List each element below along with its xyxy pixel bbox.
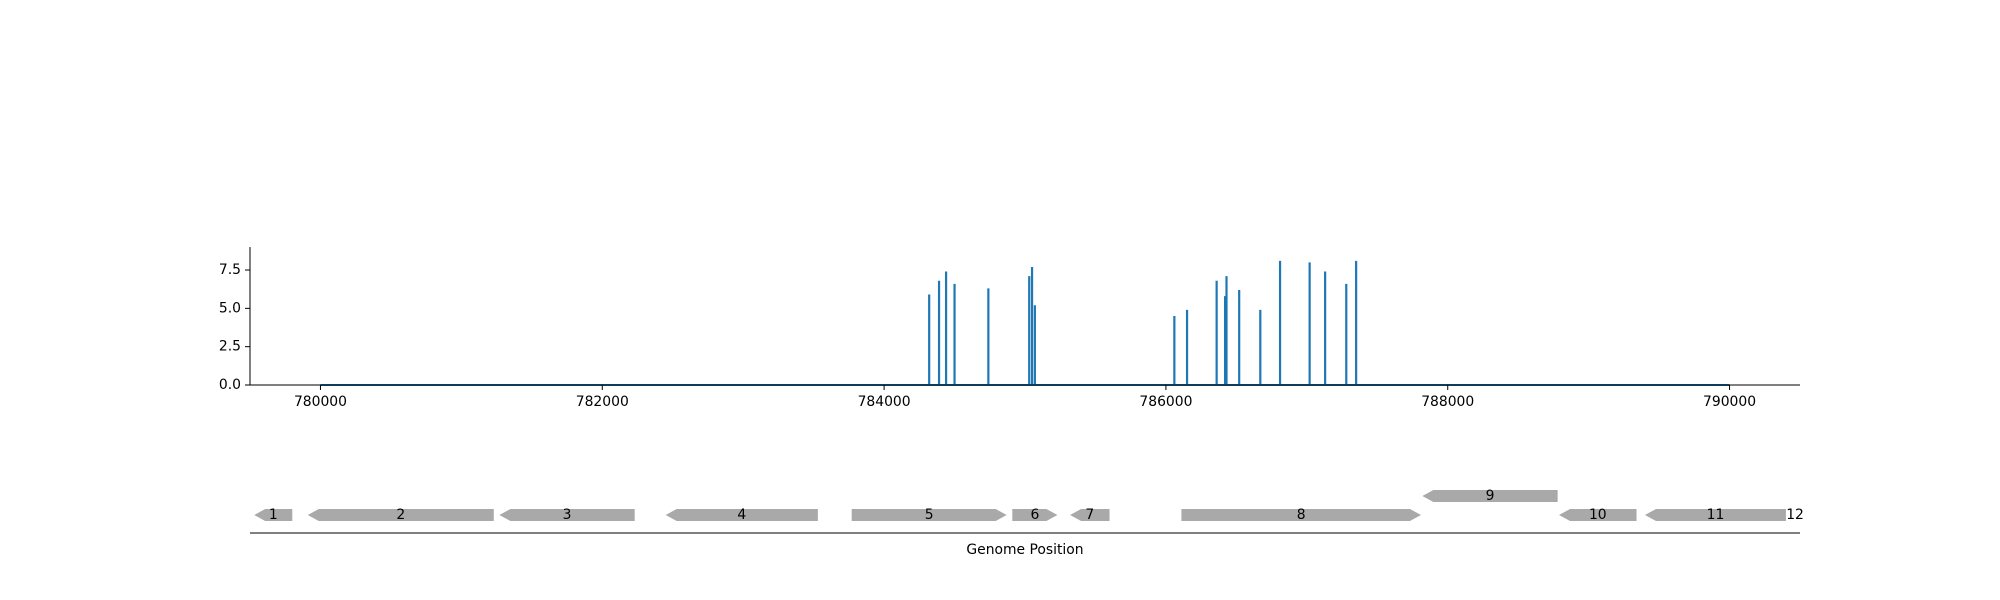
gene-label: 12 [1786, 507, 1804, 523]
gene-arrow [1181, 509, 1421, 521]
x-tick-label: 788000 [1421, 394, 1474, 410]
x-tick-label: 790000 [1703, 394, 1756, 410]
gene-arrow [665, 509, 818, 521]
signal-bars [928, 260, 1358, 385]
x-tick-label: 782000 [576, 394, 629, 410]
y-tick-label: 0.0 [219, 377, 241, 393]
gene-arrow [307, 509, 494, 521]
x-tick-label: 786000 [1139, 394, 1192, 410]
gene-label: 1 [269, 507, 278, 523]
gene-arrow [254, 509, 293, 521]
gene-arrow [499, 509, 635, 521]
gene-arrow [1422, 490, 1558, 502]
gene-axis-title: Genome Position [966, 542, 1083, 558]
x-ticks: 780000 782000 784000 786000 788000 790000 [294, 385, 1756, 410]
gene-label: 7 [1085, 507, 1094, 523]
gene-arrow [1559, 509, 1637, 521]
gene-label: 8 [1297, 507, 1306, 523]
gene-label: 2 [396, 507, 405, 523]
gene-label: 11 [1707, 507, 1725, 523]
y-ticks: 0.0 2.5 5.0 7.5 [219, 262, 250, 393]
gene-label: 9 [1486, 488, 1495, 504]
gene-label: 4 [737, 507, 746, 523]
gene-arrow [1012, 509, 1058, 521]
y-tick-label: 5.0 [219, 300, 241, 316]
gene-arrow [1070, 509, 1110, 521]
y-tick-label: 7.5 [219, 262, 241, 278]
signal-panel: 780000 782000 784000 786000 788000 790000 0.0… [219, 247, 1800, 410]
gene-arrow [1645, 509, 1786, 521]
gene-label: 3 [563, 507, 572, 523]
gene-label: 10 [1589, 507, 1607, 523]
gene-label: 5 [925, 507, 934, 523]
y-tick-label: 2.5 [219, 339, 241, 355]
x-tick-label: 784000 [858, 394, 911, 410]
x-tick-label: 780000 [294, 394, 347, 410]
gene-label: 6 [1030, 507, 1039, 523]
gene-arrow [851, 509, 1007, 521]
